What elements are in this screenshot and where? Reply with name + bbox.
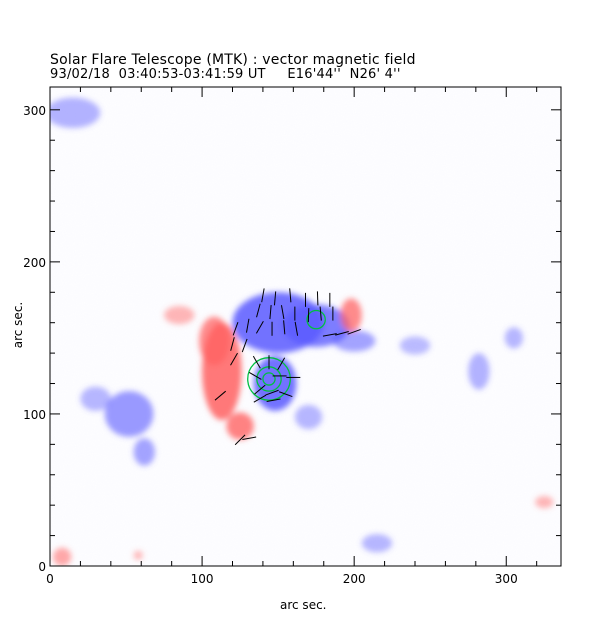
field-region-positive (199, 316, 230, 366)
contour-line (262, 372, 276, 386)
field-vector (261, 288, 265, 303)
field-region-negative (332, 330, 376, 352)
chart-subtitle: 93/02/18 03:40:53-03:41:59 UT E16'44'' N… (50, 67, 401, 82)
field-vector (230, 337, 235, 351)
field-region-negative (133, 438, 155, 466)
y-tick-label: 200 (23, 256, 46, 270)
field-vector (232, 322, 239, 336)
field-region-negative (504, 327, 523, 349)
field-vector (253, 394, 267, 403)
x-axis-label: arc sec. (280, 598, 327, 612)
field-vector (254, 384, 266, 395)
field-vector (230, 352, 238, 366)
field-vector (246, 318, 250, 333)
field-vector (277, 357, 286, 371)
field-region-positive (53, 547, 72, 566)
field-region-positive (226, 412, 254, 440)
field-region-positive (164, 305, 195, 325)
y-tick-label: 300 (23, 104, 46, 118)
field-vector (214, 390, 227, 401)
x-tick-label: 200 (343, 572, 366, 586)
field-vector (335, 331, 349, 336)
field-vector (255, 320, 264, 334)
field-vector (256, 303, 261, 318)
field-region-negative (50, 97, 101, 129)
field-vector (278, 391, 293, 398)
field-region-negative (468, 353, 490, 390)
field-region-negative (104, 391, 154, 437)
field-vector (273, 291, 277, 306)
y-tick-label: 100 (23, 408, 46, 422)
field-vectors (214, 288, 361, 446)
field-vector (319, 306, 322, 321)
field-region-positive (340, 298, 362, 332)
chart-title: Solar Flare Telescope (MTK) : vector mag… (50, 52, 416, 68)
field-vector (252, 355, 261, 369)
field-vector (234, 434, 246, 446)
field-region-positive (535, 496, 554, 509)
field-region-positive (133, 550, 143, 560)
plot-frame (49, 86, 562, 567)
x-tick-label: 100 (191, 572, 214, 586)
field-vector (280, 305, 285, 320)
field-vector (322, 333, 337, 337)
field-vector (249, 371, 262, 380)
field-region-negative (294, 404, 323, 430)
field-region-negative (361, 534, 393, 553)
y-tick-label: 0 (38, 560, 46, 574)
field-vector (269, 305, 272, 320)
contour-line (306, 309, 326, 330)
field-vector (241, 338, 248, 353)
field-region-negative (253, 356, 297, 411)
axis-ticks: 0 100 200 300 0 100 200 300 (23, 87, 561, 586)
field-vector (265, 389, 279, 396)
x-tick-label: 0 (46, 572, 54, 586)
field-vector (242, 436, 257, 440)
field-vector (294, 321, 299, 336)
y-axis-label: arc sec. (11, 301, 25, 349)
field-vector (347, 328, 361, 335)
field-vector (266, 398, 281, 402)
field-vector (289, 288, 292, 303)
field-region-negative (399, 336, 431, 355)
x-tick-label: 300 (495, 572, 518, 586)
field-vector (283, 320, 286, 335)
field-region-negative (80, 386, 111, 411)
